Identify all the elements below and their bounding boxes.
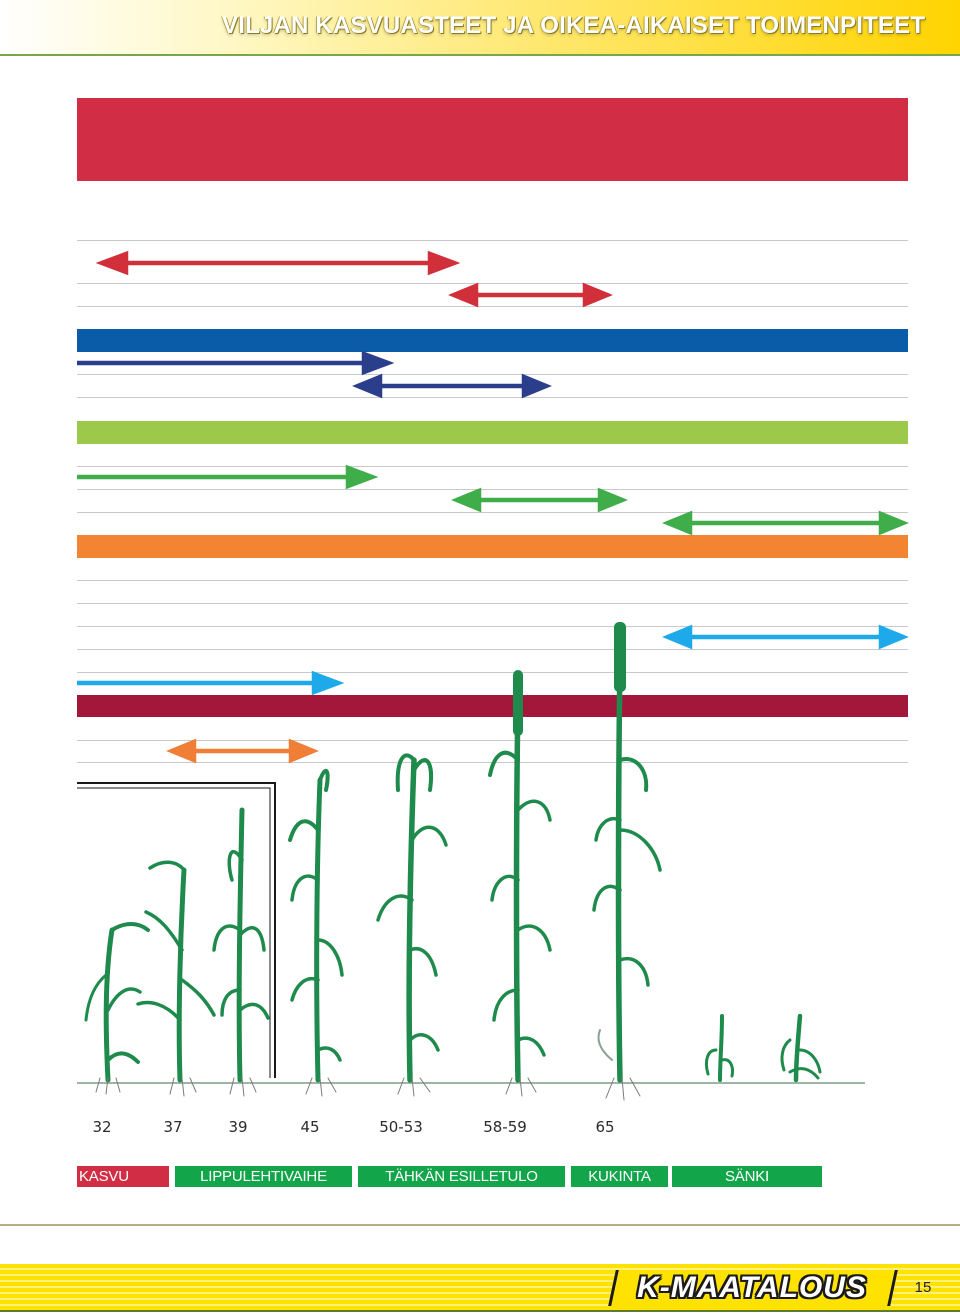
arrow-cyan-1 [662, 624, 909, 650]
timing-arrows [77, 250, 909, 764]
brand-logo: K-MAATALOUS [637, 1271, 867, 1304]
arrow-green-3 [662, 510, 909, 536]
stage-number: 37 [163, 1118, 182, 1136]
stage-number: 39 [228, 1118, 247, 1136]
plant-stage-65 [592, 622, 662, 1101]
arrow-navy-2 [352, 373, 552, 399]
band-maroon [77, 695, 908, 717]
plant-illustrations [84, 622, 822, 1101]
stage-number: 65 [595, 1118, 614, 1136]
plant-stage-32 [84, 922, 150, 1095]
bottom-rule [0, 1224, 960, 1226]
band-light-green [77, 421, 908, 444]
stage-number: 45 [300, 1118, 319, 1136]
stage-label-tahkan-esilletulo: TÄHKÄN ESILLETULO [358, 1166, 565, 1187]
arrow-cyan-2 [77, 670, 345, 696]
page-header: VILJAN KASVUASTEET JA OIKEA-AIKAISET TOI… [0, 0, 960, 56]
growth-stage-numbers: 32 37 39 45 50-53 58-59 65 [92, 1118, 614, 1136]
stage-frame-inner [77, 787, 271, 1078]
table-rules [77, 240, 908, 763]
plant-stubble-1 [704, 1014, 734, 1082]
footer-rule [0, 1310, 960, 1312]
page-number: 15 [914, 1279, 932, 1296]
plant-stage-37 [136, 860, 216, 1097]
band-orange [77, 535, 908, 558]
stage-label-kukinta: KUKINTA [571, 1166, 668, 1187]
plant-stubble-2 [780, 1013, 822, 1083]
stage-label-kasvu: KASVU [77, 1166, 169, 1187]
arrow-orange-1 [166, 738, 319, 764]
stage-frame [77, 782, 276, 1078]
arrow-green-1 [77, 464, 379, 490]
stage-number: 58-59 [483, 1118, 527, 1136]
band-red [77, 98, 908, 181]
plant-stage-50-53 [376, 753, 448, 1097]
arrow-navy-1 [77, 350, 395, 376]
plant-stage-45 [288, 768, 344, 1097]
arrow-green-2 [451, 487, 628, 513]
growth-stage-diagram: 32 37 39 45 50-53 58-59 65 [77, 98, 909, 1136]
stage-number: 50-53 [379, 1118, 423, 1136]
stage-number: 32 [92, 1118, 111, 1136]
plant-stage-39 [212, 807, 270, 1097]
stage-label-lippulehtivaihe: LIPPULEHTIVAIHE [175, 1166, 352, 1187]
arrow-red-2 [448, 282, 613, 308]
stage-label-sanki: SÄNKI [672, 1166, 822, 1187]
band-blue [77, 329, 908, 352]
arrow-red-1 [95, 250, 461, 276]
page-title: VILJAN KASVUASTEET JA OIKEA-AIKAISET TOI… [222, 12, 926, 39]
plant-stage-58-59 [488, 670, 552, 1097]
